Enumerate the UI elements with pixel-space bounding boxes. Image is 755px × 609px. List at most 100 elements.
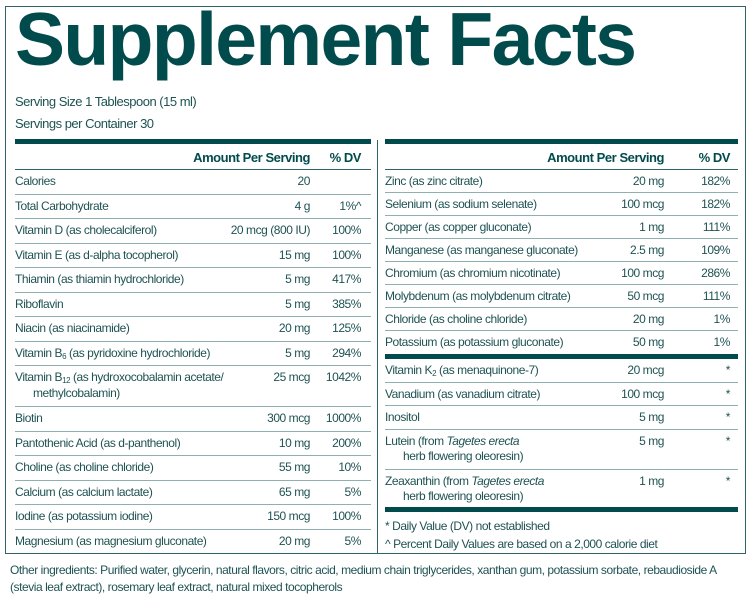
amount: 20 mg bbox=[278, 533, 311, 548]
nutrient-name: Lutein (from Tagetes erecta herb flowerin… bbox=[385, 434, 524, 463]
nutrient-name: Iodine (as potassium iodine) bbox=[15, 509, 153, 523]
left-nutrient-table: Amount Per Serving % DV Calories 20 Total Ca… bbox=[15, 145, 371, 554]
percent-dv: 109% bbox=[701, 243, 730, 257]
nutrient-name: Vanadium (as vanadium citrate) bbox=[385, 387, 540, 401]
name-part: Copper (as copper gluconate) bbox=[385, 220, 532, 234]
percent-dv: 10% bbox=[338, 460, 361, 474]
percent-dv: 417% bbox=[332, 272, 361, 286]
percent-dv: * bbox=[725, 386, 731, 401]
right-bottom-rule bbox=[385, 507, 738, 512]
amount: 100 mcg bbox=[621, 197, 664, 211]
nutrient-row: Pantothenic Acid (as d-panthenol) 10 mg 20… bbox=[15, 432, 371, 456]
amount: 5 mg bbox=[639, 410, 664, 424]
percent-dv: * bbox=[725, 410, 731, 424]
name-part: Zeaxanthin (from bbox=[385, 473, 472, 488]
percent-dv: 182% bbox=[701, 197, 730, 211]
name-part: (as pyridoxine hydrochloride) bbox=[66, 345, 211, 360]
percent-dv: 1042% bbox=[325, 370, 362, 384]
header-amount: Amount Per Serving bbox=[547, 150, 664, 165]
amount: 10 mg bbox=[278, 435, 311, 450]
nutrient-row: Magnesium (as magnesium gluconate) 20 mg 5… bbox=[15, 530, 371, 555]
nutrient-row: Choline (as choline chloride) 55 mg 10% bbox=[15, 456, 371, 481]
amount: 20 mg bbox=[278, 321, 311, 335]
percent-dv: * bbox=[725, 473, 731, 488]
nutrient-row: Calories 20 bbox=[15, 170, 371, 195]
name-part: Chromium (as chromium nicotinate) bbox=[385, 266, 561, 280]
amount: 5 mg bbox=[285, 272, 310, 286]
amount: 100 mcg bbox=[621, 266, 664, 280]
nutrient-row: Total Carbohydrate 4 g 1%^ bbox=[15, 195, 371, 219]
nutrient-name: Inositol bbox=[385, 410, 420, 424]
percent-dv: 125% bbox=[332, 321, 361, 335]
nutrient-name: Chromium (as chromium nicotinate) bbox=[385, 266, 561, 280]
header-amount: Amount Per Serving bbox=[193, 150, 310, 165]
nutrient-row: Iodine (as potassium iodine) 150 mcg 100% bbox=[15, 505, 371, 530]
name-part: Inositol bbox=[385, 410, 420, 424]
amount: 20 mg bbox=[632, 312, 665, 326]
name-part: Zinc (as zinc citrate) bbox=[385, 174, 483, 188]
percent-dv: 1% bbox=[713, 312, 731, 326]
nutrient-name: Potassium (as potassium gluconate) bbox=[385, 335, 564, 349]
nutrient-name: Thiamin (as thiamin hydrochloride) bbox=[15, 272, 184, 286]
nutrient-row: Vanadium (as vanadium citrate) 100 mcg * bbox=[385, 383, 738, 406]
percent-dv: 100% bbox=[332, 509, 361, 523]
name-part: Calories bbox=[15, 174, 56, 188]
nutrient-name: Vitamin B12 (as hydroxocobalamin acetate… bbox=[15, 370, 224, 400]
name-part: Potassium (as potassium gluconate) bbox=[385, 335, 564, 349]
nutrient-name: Selenium (as sodium selenate) bbox=[385, 197, 537, 211]
header-dv: % DV bbox=[329, 150, 362, 165]
subscript: 6 bbox=[62, 351, 67, 361]
subscript: 2 bbox=[432, 369, 437, 378]
nutrient-name: Vitamin D (as cholecalciferol) bbox=[15, 223, 157, 237]
name-part: Vitamin B bbox=[15, 345, 63, 360]
nutrient-name: Biotin bbox=[15, 411, 43, 425]
amount: 20 bbox=[297, 174, 311, 188]
nutrient-name: Riboflavin bbox=[15, 297, 64, 311]
name-part: Magnesium (as magnesium gluconate) bbox=[15, 533, 207, 548]
amount: 1 mg bbox=[639, 473, 664, 488]
nutrient-row: Vitamin E (as d-alpha tocopherol) 15 mg 10… bbox=[15, 244, 371, 268]
nutrient-row: Lutein (from Tagetes erecta herb flowerin… bbox=[385, 430, 738, 470]
name-part: Vitamin K bbox=[385, 363, 433, 377]
nutrient-row: Vitamin B12 (as hydroxocobalamin acetate… bbox=[15, 366, 371, 407]
amount: 20 mg bbox=[632, 174, 665, 188]
name-part: Niacin (as niacinamide) bbox=[15, 321, 130, 335]
name-part: Tagetes erecta bbox=[471, 473, 545, 488]
amount: 2.5 mg bbox=[630, 243, 664, 257]
name-part: Vitamin B bbox=[15, 370, 63, 384]
percent-dv: 5% bbox=[344, 484, 362, 499]
table-header: Amount Per Serving % DV bbox=[385, 145, 738, 170]
name-part: Manganese (as manganese gluconate) bbox=[385, 243, 578, 257]
name-continuation: herb flowering oleoresin) bbox=[403, 448, 524, 463]
amount: 20 mcg (800 IU) bbox=[230, 223, 311, 237]
panel-title: Supplement Facts bbox=[15, 0, 637, 81]
nutrient-name: Calories bbox=[15, 174, 56, 188]
supplement-facts-panel bbox=[5, 6, 746, 554]
percent-dv: 200% bbox=[332, 435, 361, 450]
name-part: Calcium (as calcium lactate) bbox=[15, 484, 153, 499]
nutrient-name: Magnesium (as magnesium gluconate) bbox=[15, 533, 207, 548]
percent-dv: 1000% bbox=[325, 411, 362, 425]
servings-per-container: Servings per Container 30 bbox=[15, 116, 154, 131]
nutrient-row: Copper (as copper gluconate) 1 mg 111% bbox=[385, 216, 738, 239]
footnote-percent: ^ Percent Daily Values are based on a 2,… bbox=[385, 537, 658, 551]
percent-dv: 100% bbox=[332, 247, 361, 262]
nutrient-row: Biotin 300 mcg 1000% bbox=[15, 407, 371, 432]
percent-dv: 182% bbox=[701, 174, 730, 188]
nutrient-row: Chromium (as chromium nicotinate) 100 mcg… bbox=[385, 262, 738, 285]
amount: 5 mg bbox=[285, 296, 310, 311]
percent-dv: 1%^ bbox=[339, 198, 361, 213]
nutrient-row: Inositol 5 mg * bbox=[385, 406, 738, 430]
nutrient-name: Niacin (as niacinamide) bbox=[15, 321, 130, 335]
percent-dv: * bbox=[725, 363, 731, 377]
percent-dv: * bbox=[725, 433, 731, 448]
nutrient-name: Manganese (as manganese gluconate) bbox=[385, 243, 578, 257]
percent-dv: 100% bbox=[332, 223, 361, 237]
amount: 100 mcg bbox=[621, 386, 664, 401]
name-part: (as hydroxocobalamin acetate/ bbox=[70, 370, 224, 384]
nutrient-row: Molybdenum (as molybdenum citrate) 50 mcg… bbox=[385, 285, 738, 308]
nutrient-row: Riboflavin 5 mg 385% bbox=[15, 293, 371, 317]
nutrient-row: Vitamin D (as cholecalciferol) 20 mcg (80… bbox=[15, 219, 371, 244]
amount: 25 mcg bbox=[273, 370, 310, 384]
percent-dv: 286% bbox=[701, 266, 730, 280]
